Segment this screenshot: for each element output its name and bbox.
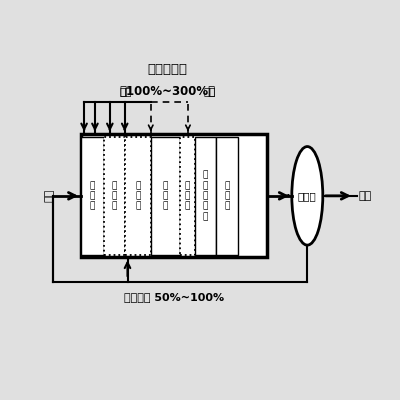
Text: 好
氧
区: 好 氧 区 (162, 181, 168, 211)
Bar (151, 137, 180, 255)
Bar (195, 137, 216, 255)
Bar (125, 137, 151, 255)
Text: 厌
氧
区: 厌 氧 区 (90, 181, 95, 211)
Bar (81, 134, 267, 258)
Text: 后
曝
气: 后 曝 气 (224, 181, 230, 211)
Text: 后
置
反
硝
化: 后 置 反 硝 化 (203, 170, 208, 221)
Text: 进水: 进水 (45, 189, 55, 202)
Text: 污泥回流 50%~100%: 污泥回流 50%~100% (124, 292, 224, 302)
Text: 缺
氧
区: 缺 氧 区 (112, 181, 117, 211)
Bar (104, 137, 125, 255)
Bar (180, 137, 195, 255)
Text: 出水: 出水 (358, 191, 372, 201)
Text: 好
氧
区: 好 氧 区 (135, 181, 140, 211)
Ellipse shape (292, 146, 323, 245)
Text: 碳源: 碳源 (204, 86, 216, 96)
Bar (81, 137, 104, 255)
Bar (216, 137, 238, 255)
Text: （100%~300%）: （100%~300%） (120, 85, 216, 98)
Text: 碳源: 碳源 (120, 86, 132, 96)
Text: 混合液回流: 混合液回流 (148, 63, 188, 76)
Text: 缺
氧
区: 缺 氧 区 (185, 181, 190, 211)
Text: 二沉池: 二沉池 (298, 191, 317, 201)
